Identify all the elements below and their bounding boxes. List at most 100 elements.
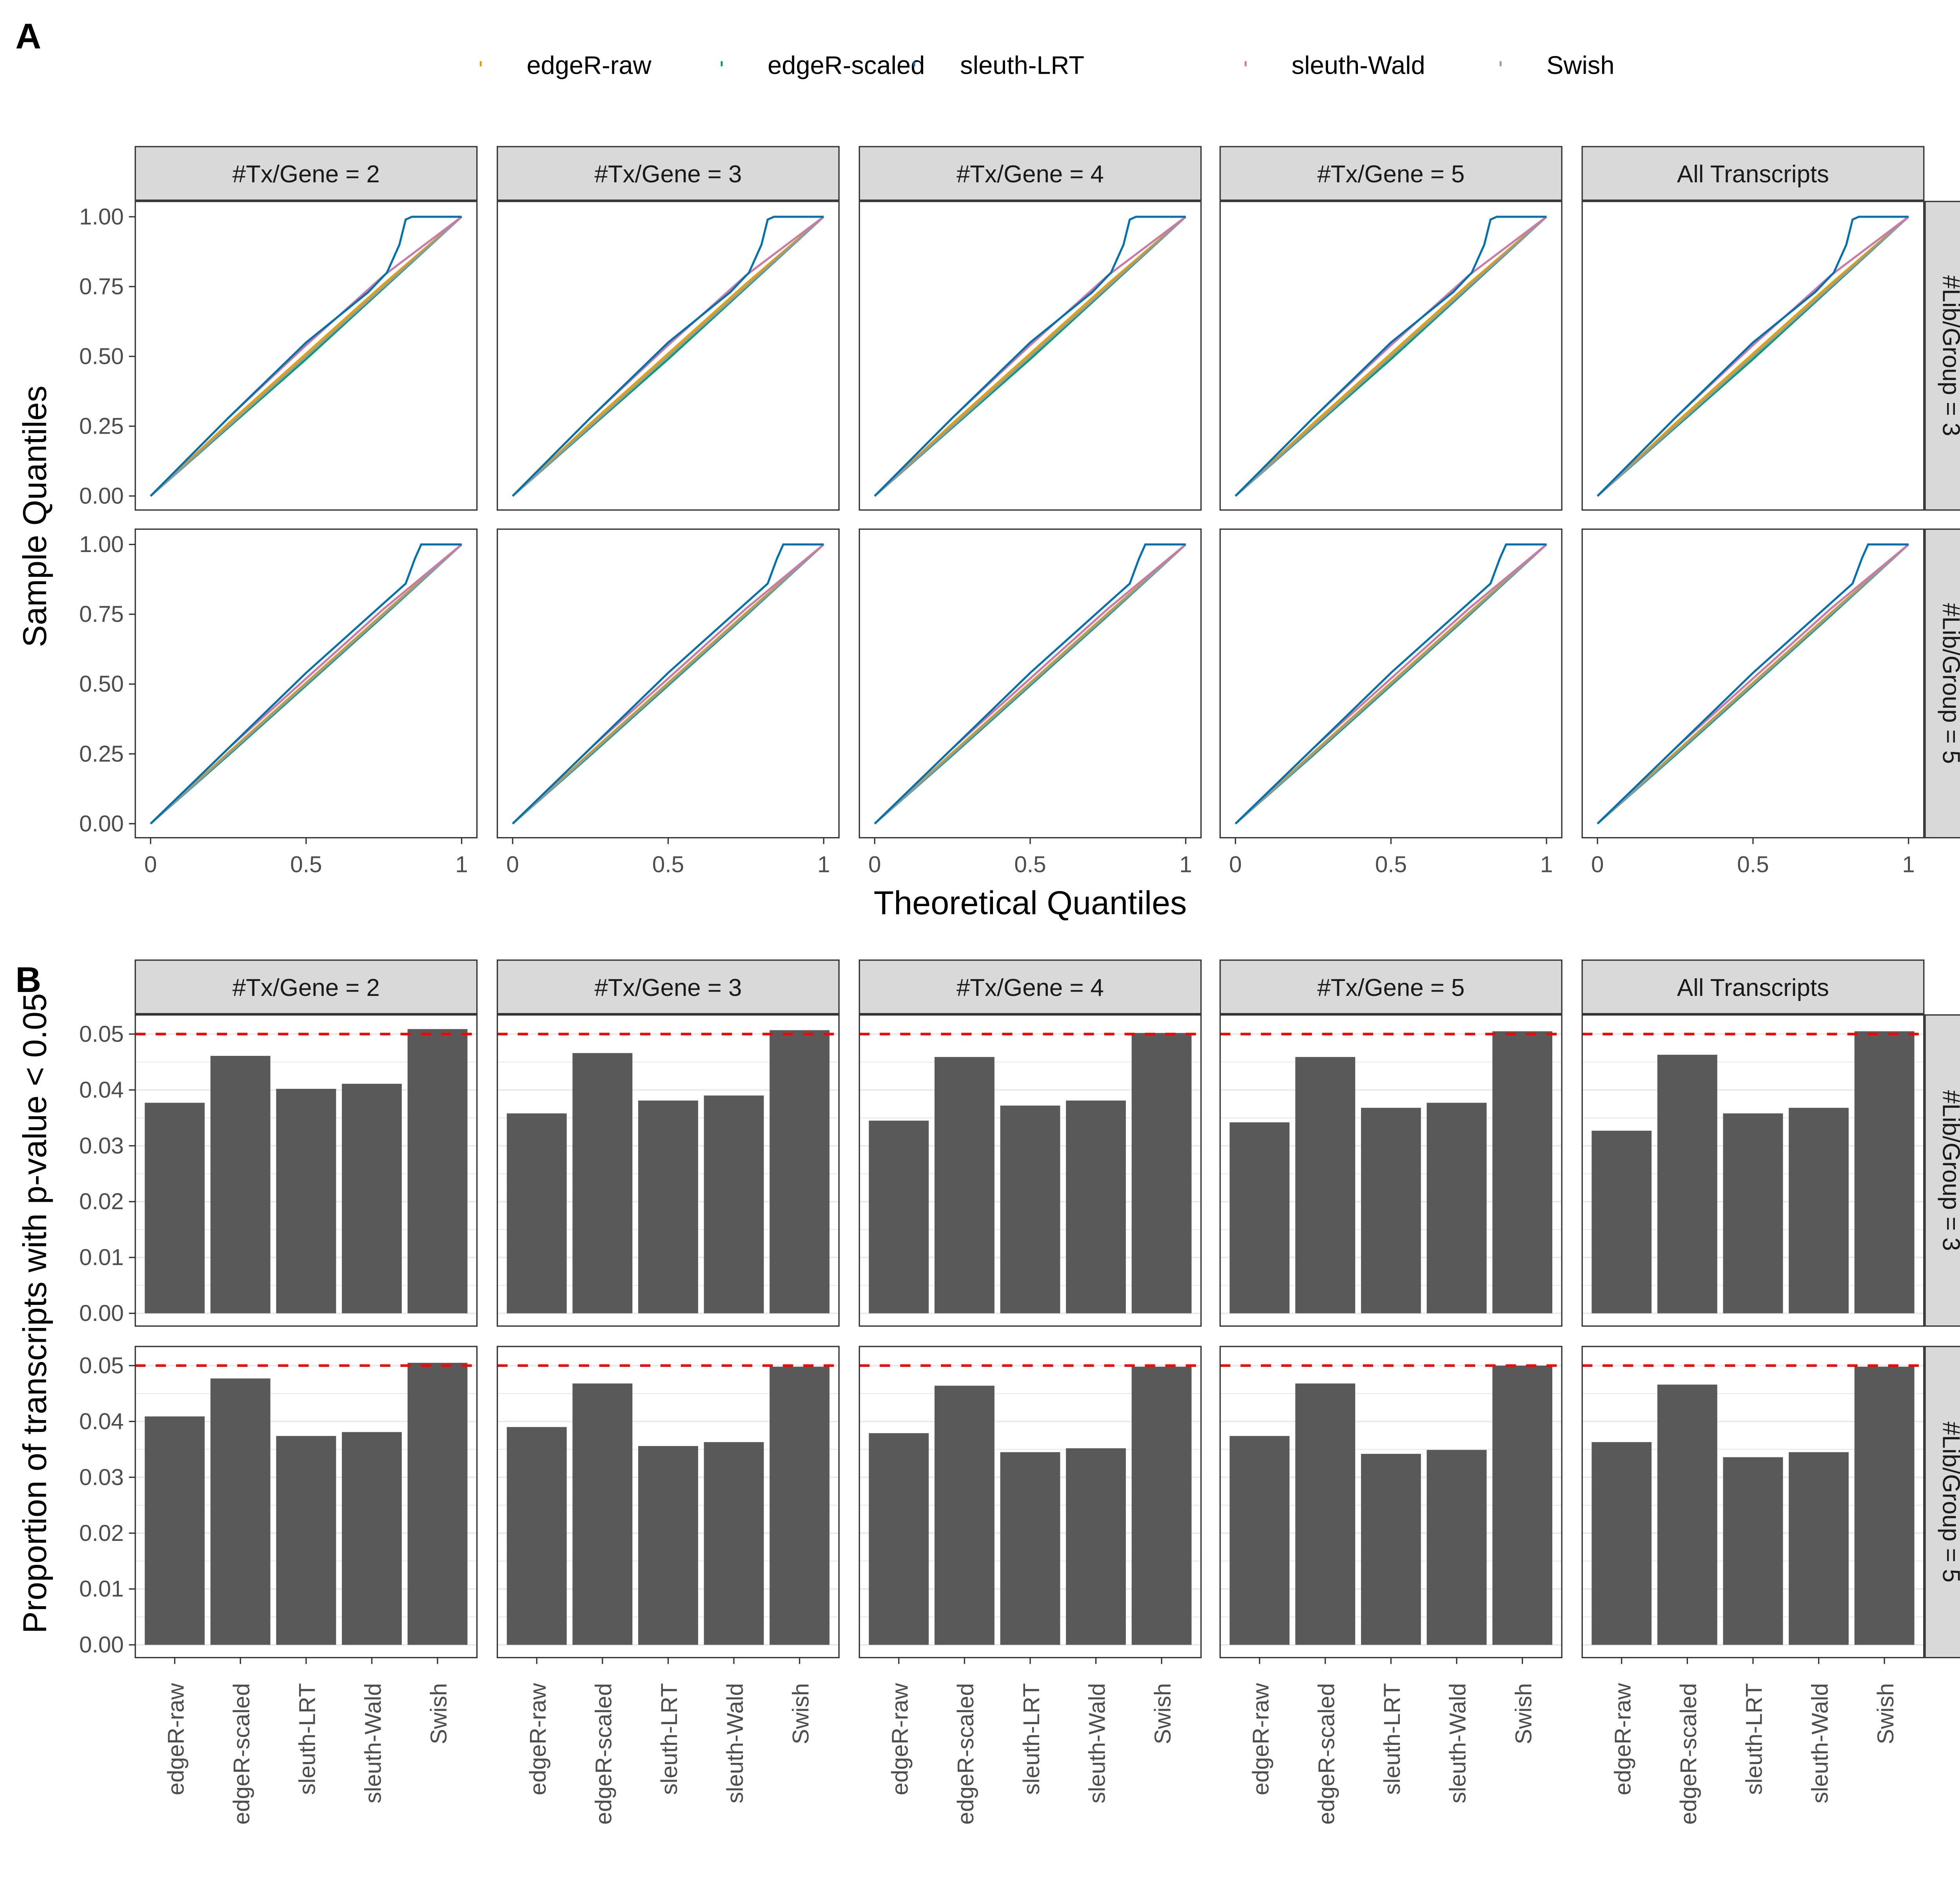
y-tick-label: 0.01 xyxy=(79,1576,124,1602)
x-tick-label: Swish xyxy=(1150,1683,1176,1744)
bar-Swish xyxy=(1131,1366,1192,1645)
x-tick-label: sleuth-Wald xyxy=(722,1683,748,1804)
bar-facet xyxy=(134,1346,478,1659)
qq-line-edgeR-raw xyxy=(1597,216,1909,497)
bar-sleuth-LRT xyxy=(1723,1457,1783,1645)
x-tick-label: sleuth-Wald xyxy=(1445,1683,1471,1804)
qq-line-edgeR-raw xyxy=(874,216,1187,497)
qq-facet xyxy=(858,528,1202,839)
y-tick-label: 0.05 xyxy=(79,1021,124,1047)
x-tick-label: edgeR-raw xyxy=(887,1683,913,1795)
qq-facet xyxy=(858,201,1202,511)
column-strip xyxy=(134,959,478,1014)
bar-y-axis-title: Proportion of transcripts with p-value <… xyxy=(16,993,53,1633)
bar-facet xyxy=(1219,1346,1563,1659)
x-tick-label: sleuth-Wald xyxy=(1084,1683,1110,1804)
x-tick-label: 0.5 xyxy=(1014,852,1046,877)
qq-line-Swish xyxy=(1597,216,1909,497)
column-strip xyxy=(497,959,840,1014)
column-strip xyxy=(1581,959,1925,1014)
column-strip xyxy=(1219,959,1563,1014)
y-tick-label: 0.01 xyxy=(79,1245,124,1270)
qq-facet xyxy=(134,528,478,839)
row-strip xyxy=(1924,1346,1960,1659)
qq-x-axis-title: Theoretical Quantiles xyxy=(874,884,1187,921)
column-strip xyxy=(497,146,840,201)
bar-edgeR-raw xyxy=(1229,1436,1290,1645)
x-tick-label: 0.5 xyxy=(1737,852,1769,877)
bar-Swish xyxy=(769,1030,830,1313)
y-tick-label: 0.25 xyxy=(79,414,124,439)
x-tick-label: Swish xyxy=(1873,1683,1898,1744)
y-tick-label: 1.00 xyxy=(79,204,124,229)
x-tick-label: Swish xyxy=(788,1683,813,1744)
x-tick-label: 0.5 xyxy=(1375,852,1407,877)
x-tick-label: edgeR-raw xyxy=(525,1683,551,1795)
bar-edgeR-scaled xyxy=(572,1053,633,1313)
y-tick-label: 0.03 xyxy=(79,1464,124,1490)
column-strip xyxy=(1219,146,1563,201)
legend-label-edgeR-scaled: edgeR-scaled xyxy=(768,51,925,80)
row-strip-label: #Lib/Group = 3 xyxy=(1938,1090,1960,1251)
column-strip xyxy=(858,959,1202,1014)
bar-facet xyxy=(1219,1014,1563,1327)
x-tick-label: 0.5 xyxy=(652,852,684,877)
bar-Swish xyxy=(1492,1031,1553,1313)
y-tick-label: 0.00 xyxy=(79,1632,124,1658)
y-tick-label: 0.02 xyxy=(79,1189,124,1214)
bar-edgeR-scaled xyxy=(1657,1055,1717,1313)
bar-edgeR-raw xyxy=(506,1427,567,1645)
legend-label-Swish: Swish xyxy=(1546,51,1614,80)
qq-line-Swish xyxy=(150,216,463,497)
panel-label-a: A xyxy=(15,17,41,56)
panel-frame xyxy=(858,1014,1202,1327)
y-tick-label: 0.02 xyxy=(79,1520,124,1546)
bar-sleuth-Wald xyxy=(704,1442,764,1645)
y-tick-label: 0.75 xyxy=(79,601,124,627)
y-tick-label: 0.00 xyxy=(79,1301,124,1326)
y-tick-label: 0.00 xyxy=(79,811,124,836)
x-tick-label: sleuth-LRT xyxy=(657,1683,682,1795)
column-strip xyxy=(858,146,1202,201)
bar-Swish xyxy=(1854,1366,1915,1645)
qq-facet xyxy=(1581,528,1925,839)
x-tick-label: 0 xyxy=(1591,852,1604,877)
qq-line-sleuth-LRT xyxy=(874,216,1186,497)
bar-sleuth-LRT xyxy=(276,1088,336,1313)
y-tick-label: 0.75 xyxy=(79,274,124,299)
bar-sleuth-LRT xyxy=(1361,1453,1421,1645)
bar-edgeR-raw xyxy=(1229,1122,1290,1313)
qq-line-sleuth-LRT xyxy=(1234,543,1547,825)
qq-line-Swish xyxy=(1597,543,1909,825)
qq-line-Swish xyxy=(512,216,824,497)
bar-sleuth-Wald xyxy=(1426,1450,1487,1645)
qq-line-edgeR-raw xyxy=(1234,216,1547,497)
bar-facet xyxy=(497,1346,840,1659)
qq-line-Swish xyxy=(1234,216,1547,497)
column-strip-label: #Tx/Gene = 4 xyxy=(956,161,1104,188)
bar-edgeR-scaled xyxy=(210,1055,270,1313)
qq-line-Swish xyxy=(512,543,824,825)
qq-facet xyxy=(497,528,840,839)
column-strip xyxy=(134,146,478,201)
bar-edgeR-raw xyxy=(869,1433,929,1645)
qq-line-sleuth-LRT xyxy=(512,543,824,825)
bar-Swish xyxy=(1492,1365,1553,1645)
bar-sleuth-LRT xyxy=(638,1446,698,1645)
panel-frame xyxy=(497,1014,840,1327)
bar-Swish xyxy=(769,1366,830,1645)
y-tick-label: 0.50 xyxy=(79,343,124,369)
bar-sleuth-Wald xyxy=(1789,1108,1849,1313)
bar-sleuth-Wald xyxy=(342,1432,402,1645)
bar-Swish xyxy=(407,1029,468,1313)
bar-sleuth-LRT xyxy=(638,1100,698,1313)
x-tick-label: 1 xyxy=(1540,852,1553,877)
qq-line-sleuth-LRT xyxy=(150,543,462,825)
x-tick-label: edgeR-raw xyxy=(1248,1683,1274,1795)
bar-edgeR-raw xyxy=(506,1113,567,1313)
panel-frame xyxy=(1219,1014,1563,1327)
bar-sleuth-Wald xyxy=(1066,1100,1126,1313)
bar-edgeR-raw xyxy=(869,1121,929,1313)
bar-sleuth-Wald xyxy=(342,1084,402,1313)
bar-sleuth-Wald xyxy=(704,1095,764,1313)
